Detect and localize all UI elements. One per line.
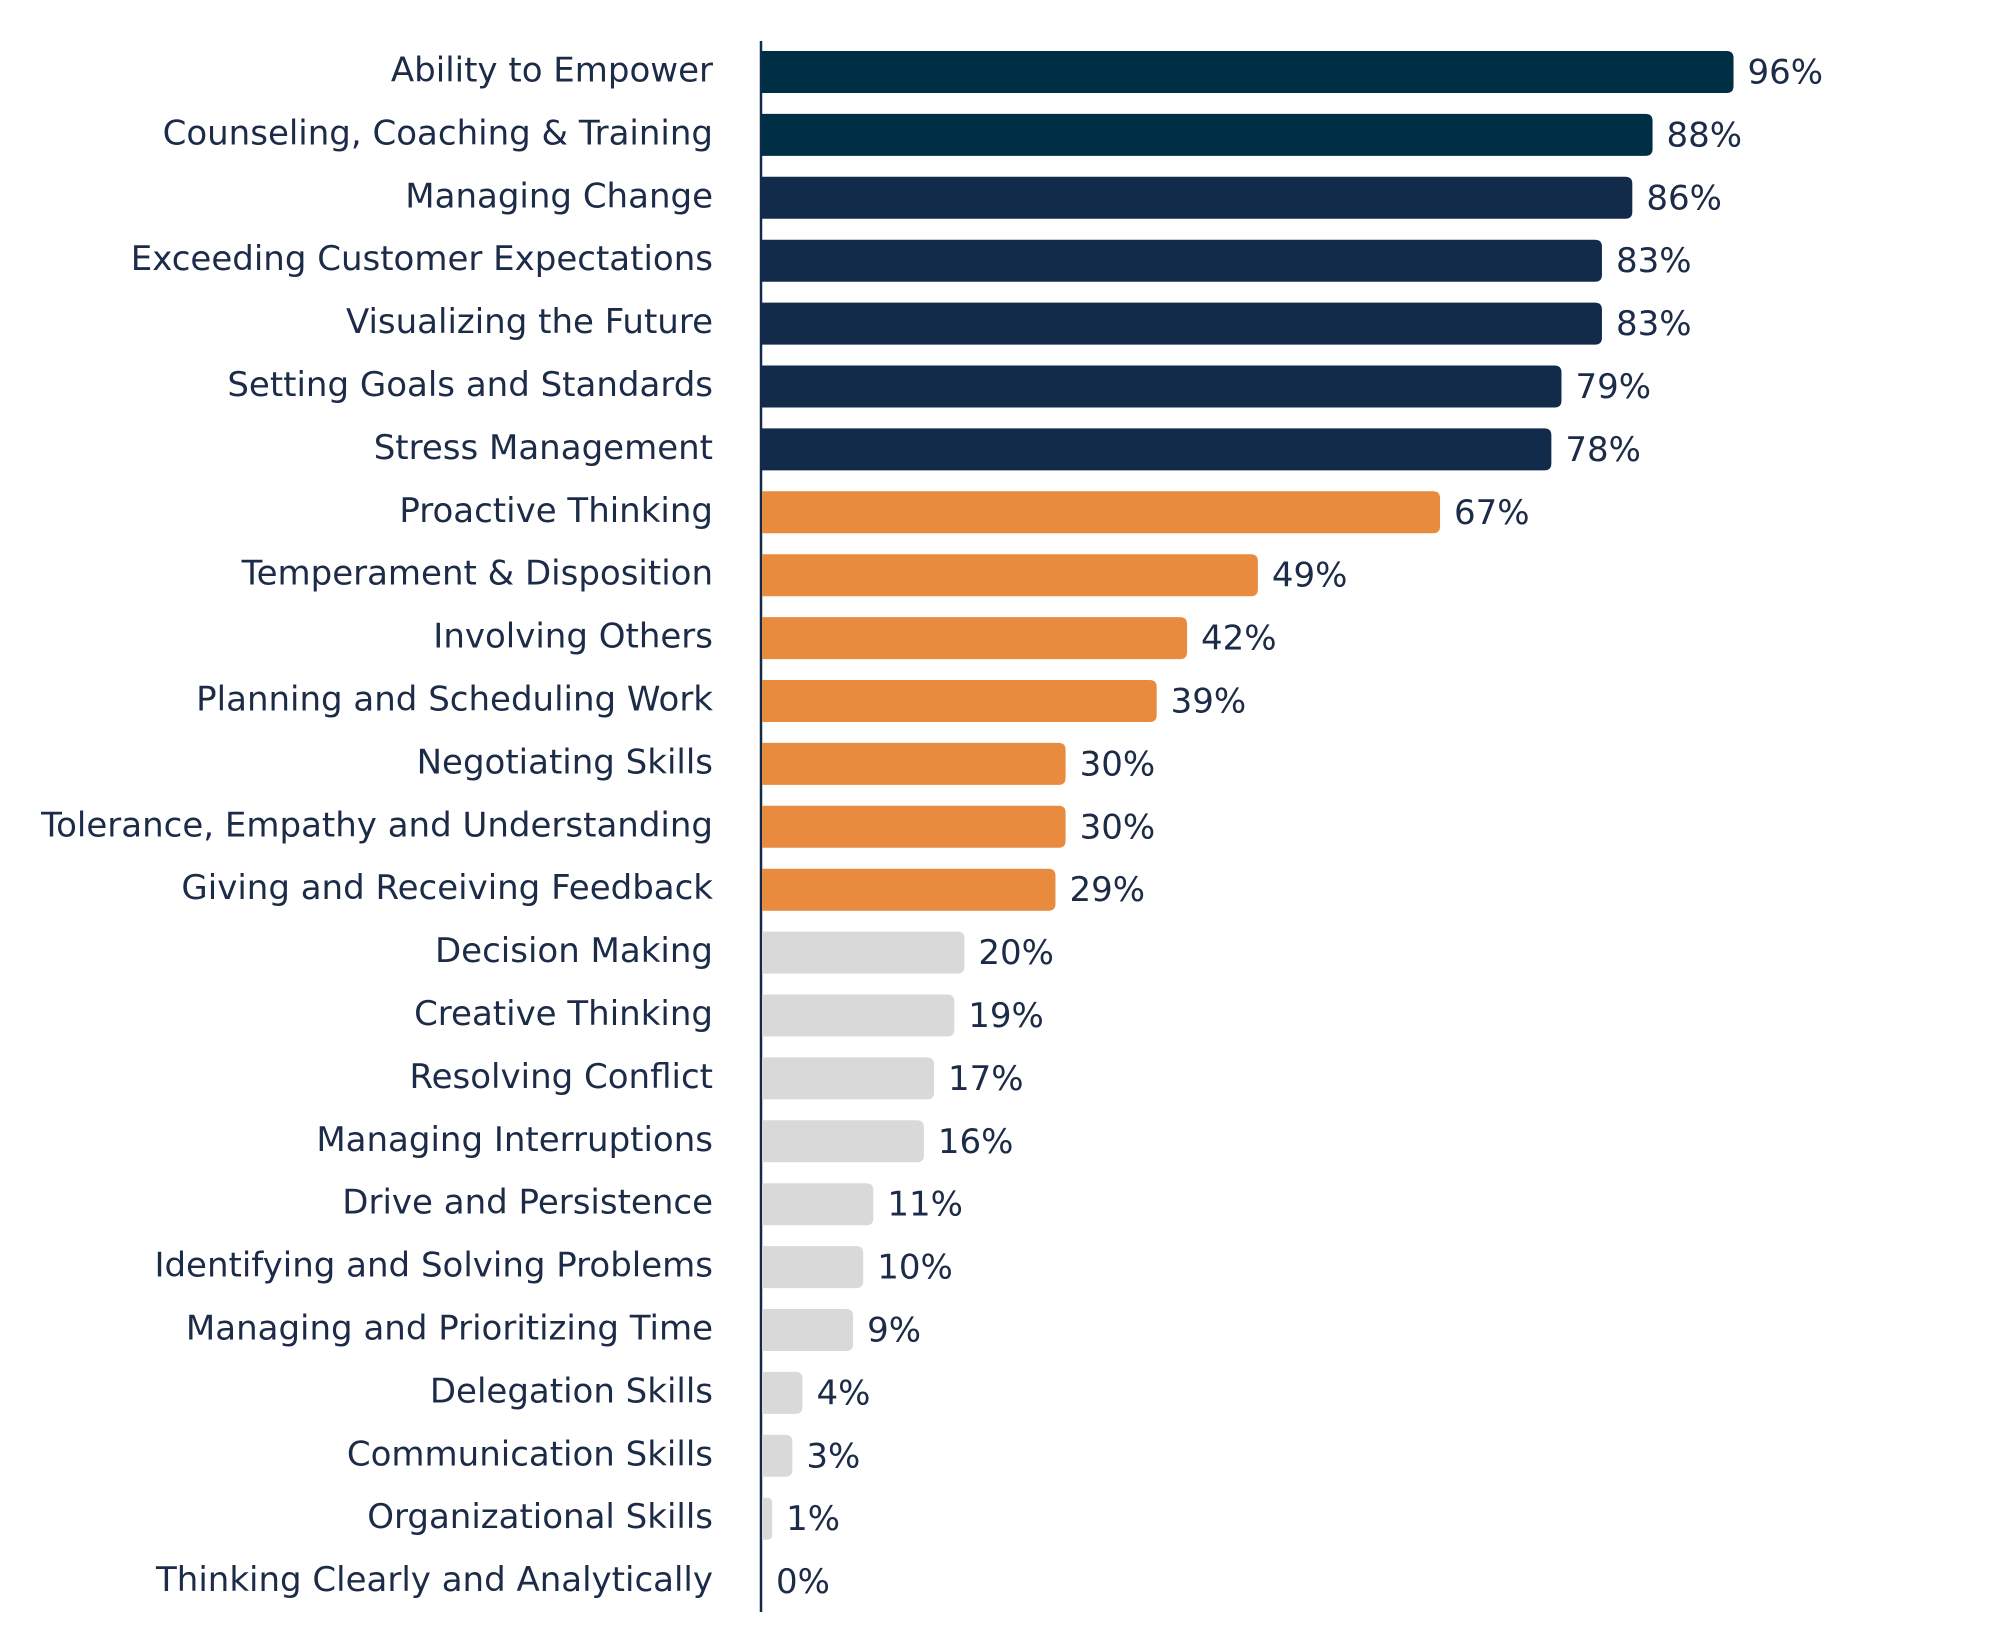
category-label: Proactive Thinking — [399, 491, 713, 531]
bar — [762, 428, 1552, 471]
category-label: Thinking Clearly and Analytically — [155, 1560, 713, 1600]
value-label: 49% — [1272, 556, 1348, 596]
value-label: 11% — [887, 1185, 963, 1225]
category-label: Exceeding Customer Expectations — [131, 239, 713, 279]
value-label: 86% — [1646, 178, 1722, 218]
bar — [762, 365, 1562, 408]
category-label: Stress Management — [374, 428, 713, 468]
value-label: 78% — [1565, 430, 1641, 470]
value-label: 1% — [786, 1499, 840, 1539]
bar — [762, 1057, 935, 1100]
value-label: 83% — [1616, 304, 1692, 344]
category-label: Planning and Scheduling Work — [196, 680, 713, 720]
bar — [762, 617, 1188, 660]
bar — [762, 51, 1734, 93]
category-label: Negotiating Skills — [417, 742, 713, 782]
bar — [762, 805, 1066, 848]
bar — [762, 1183, 874, 1226]
value-label: 42% — [1201, 619, 1277, 659]
category-label: Temperament & Disposition — [241, 554, 713, 594]
value-label: 19% — [968, 996, 1044, 1036]
bar — [762, 868, 1056, 911]
category-label: Involving Others — [433, 617, 713, 657]
value-label: 4% — [816, 1373, 870, 1413]
value-label: 29% — [1069, 870, 1145, 910]
category-label: Giving and Receiving Feedback — [181, 868, 713, 908]
value-label: 17% — [948, 1059, 1024, 1099]
bar — [762, 113, 1653, 156]
value-label: 79% — [1575, 367, 1651, 407]
value-label: 16% — [938, 1122, 1014, 1162]
bar — [762, 1497, 773, 1540]
value-label: 96% — [1748, 53, 1824, 93]
value-label: 39% — [1171, 682, 1247, 722]
category-label: Visualizing the Future — [346, 302, 713, 342]
bar — [762, 1434, 793, 1477]
bar — [762, 1371, 803, 1414]
category-label: Resolving Conflict — [410, 1057, 713, 1097]
bar — [762, 1246, 864, 1289]
category-label: Delegation Skills — [430, 1371, 713, 1411]
bar — [762, 491, 1441, 534]
value-label: 10% — [877, 1248, 953, 1288]
bar — [762, 1309, 854, 1351]
bar — [762, 239, 1602, 282]
category-label: Communication Skills — [347, 1434, 713, 1474]
bar — [762, 680, 1157, 722]
value-label: 67% — [1454, 493, 1530, 533]
value-label: 0% — [776, 1562, 830, 1602]
category-label: Counseling, Coaching & Training — [163, 113, 713, 153]
value-label: 88% — [1667, 115, 1743, 155]
value-label: 30% — [1080, 807, 1156, 847]
category-label: Managing and Prioritizing Time — [186, 1309, 713, 1349]
category-label: Creative Thinking — [414, 994, 713, 1034]
bar — [762, 176, 1633, 219]
category-label: Decision Making — [435, 931, 713, 971]
value-label: 3% — [806, 1436, 860, 1476]
bar — [762, 742, 1066, 785]
category-label: Drive and Persistence — [342, 1183, 713, 1223]
category-label: Ability to Empower — [391, 51, 713, 91]
value-label: 30% — [1080, 744, 1156, 784]
value-label: 20% — [978, 933, 1054, 973]
value-label: 83% — [1616, 241, 1692, 281]
bar — [762, 554, 1258, 597]
bar — [762, 931, 965, 974]
category-label: Managing Change — [405, 176, 713, 216]
category-label: Identifying and Solving Problems — [154, 1246, 713, 1286]
bar — [762, 302, 1602, 345]
category-label: Setting Goals and Standards — [227, 365, 713, 405]
category-label: Organizational Skills — [367, 1497, 713, 1537]
category-label: Managing Interruptions — [316, 1120, 713, 1160]
bar — [762, 1120, 924, 1163]
category-label: Tolerance, Empathy and Understanding — [40, 805, 713, 845]
bar — [762, 994, 955, 1037]
value-label: 9% — [867, 1311, 921, 1351]
